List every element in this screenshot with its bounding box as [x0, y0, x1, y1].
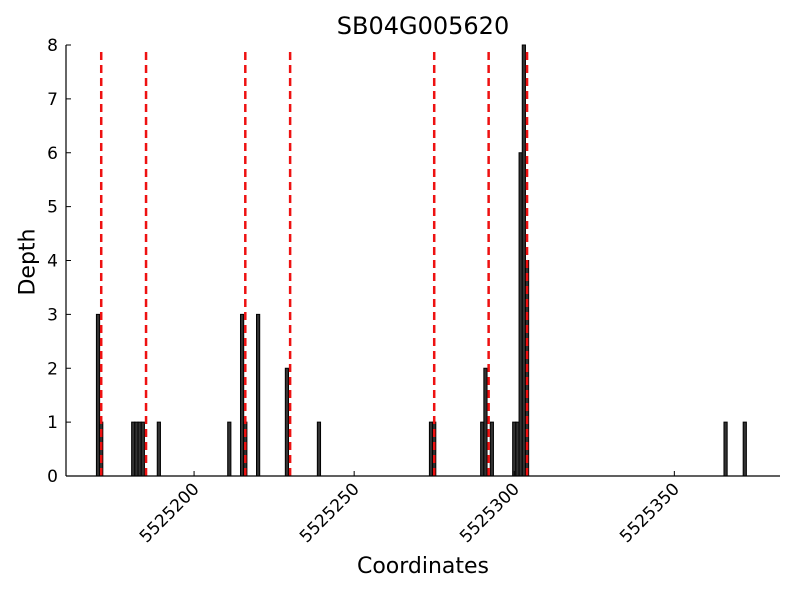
chart-title: SB04G005620: [336, 12, 510, 40]
y-tick-label: 5: [47, 198, 58, 218]
depth-bar: [140, 421, 145, 477]
y-axis-label: Depth: [15, 228, 41, 296]
y-tick-label: 4: [47, 252, 58, 272]
y-tick-label: 7: [47, 90, 58, 110]
depth-bar: [483, 367, 488, 477]
depth-bar: [156, 421, 161, 477]
depth-bar: [723, 421, 728, 477]
y-tick-label: 2: [47, 359, 58, 379]
y-tick-label: 8: [47, 36, 58, 56]
x-tick-label: 5525350: [616, 479, 684, 547]
y-tick-label: 6: [47, 144, 58, 164]
depth-bar: [742, 421, 747, 477]
x-tick-label: 5525250: [296, 479, 364, 547]
x-tick-label: 5525200: [136, 479, 204, 547]
x-tick-label: 5525300: [456, 479, 524, 547]
depth-bar: [227, 421, 232, 477]
y-tick-label: 1: [47, 413, 58, 433]
x-axis-label: Coordinates: [356, 554, 490, 579]
depth-bar: [284, 367, 290, 477]
y-tick-label: 0: [47, 467, 58, 487]
depth-bar: [489, 421, 494, 477]
y-tick-label: 3: [47, 305, 58, 325]
depth-bar: [256, 313, 261, 477]
depth-bar: [316, 421, 322, 477]
